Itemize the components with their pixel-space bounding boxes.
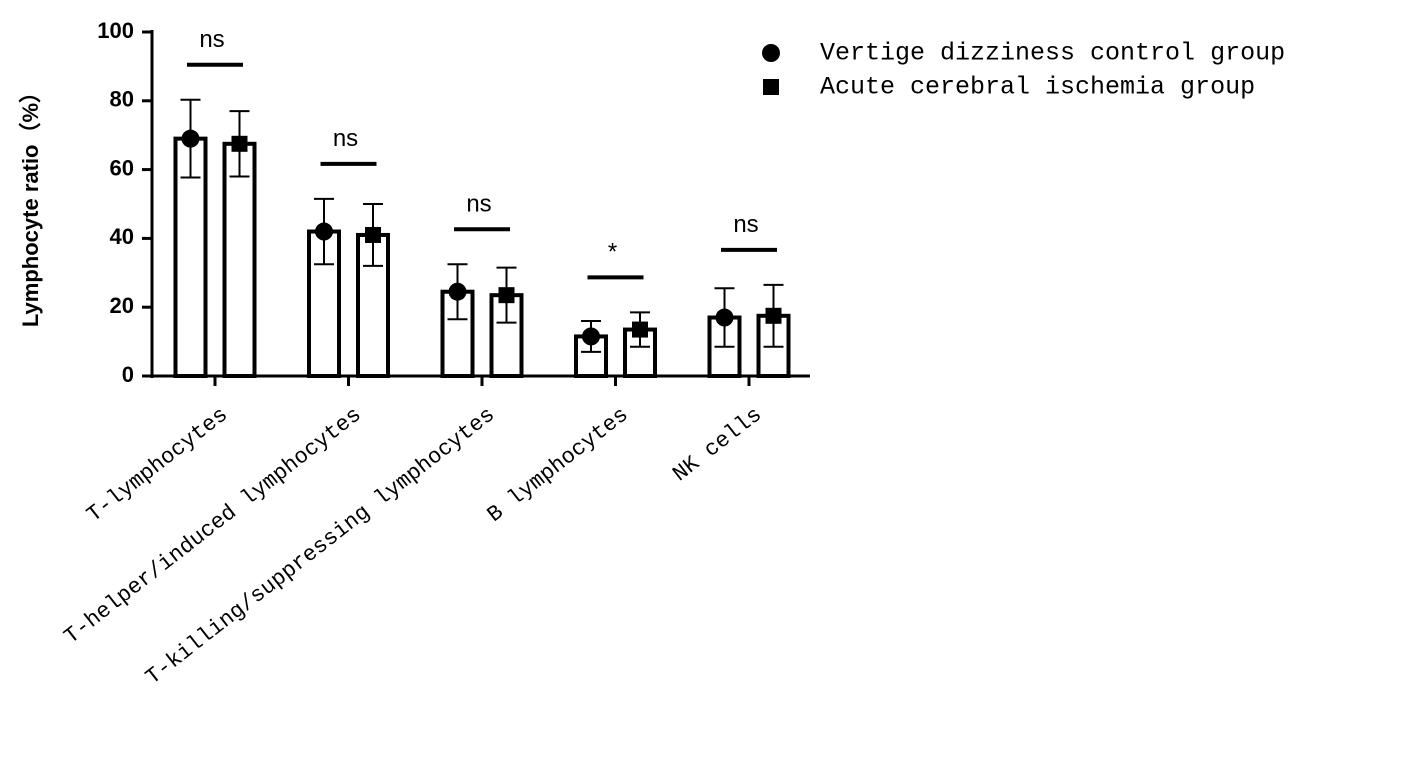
legend-marker [763,79,779,95]
y-tick-label: 100 [97,18,134,43]
marker [715,308,734,327]
y-tick-label: 80 [110,87,134,112]
marker [315,222,333,241]
significance-label: ns [466,191,491,218]
marker [231,135,248,152]
y-tick-label: 0 [122,362,134,387]
bar [307,229,341,378]
y-axis-label: Lymphocyte ratio（%） [18,81,43,327]
x-tick-label: T-helper/induced lymphocytes [60,402,367,649]
marker [498,287,515,304]
significance-label: ns [199,26,224,53]
significance-label: ns [733,211,758,238]
marker [632,321,648,338]
y-tick-label: 40 [110,224,134,249]
legend-label: Vertige dizziness control group [820,39,1285,68]
y-tick-label: 20 [110,293,134,318]
marker [365,226,381,243]
x-tick-label: B lymphocytes [483,402,634,527]
significance-label: * [608,239,617,266]
legend-marker [762,44,780,62]
bar [222,141,257,378]
x-tick-label: NK cells [668,402,767,487]
legend-label: Acute cerebral ischemia group [820,73,1255,102]
marker [765,307,782,324]
significance-label: ns [333,125,358,152]
y-tick-label: 60 [110,155,134,180]
marker [448,282,467,301]
x-tick-label: T-lymphocytes [82,402,233,527]
marker [181,129,200,148]
marker [582,327,600,346]
